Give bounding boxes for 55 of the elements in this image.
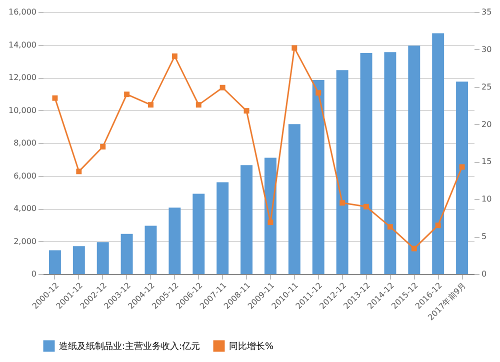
bar [384, 52, 396, 274]
point [148, 102, 154, 108]
y-tick-label: 14,000 [8, 40, 36, 50]
bar [360, 52, 372, 274]
bar [408, 46, 420, 274]
bar [312, 80, 324, 274]
bar [72, 246, 85, 274]
y2-tick-label: 15 [482, 157, 492, 166]
y2-tick-label: 0 [482, 270, 487, 278]
y-tick-label: 12,000 [8, 73, 36, 82]
bar [168, 208, 181, 274]
y2-tick-label: 5 [482, 232, 487, 242]
point [435, 222, 441, 228]
y-tick-label: 8,000 [14, 138, 36, 148]
bar [264, 158, 276, 274]
bar [48, 250, 61, 274]
y-tick-label: 4,000 [14, 204, 36, 213]
y2-tick-label: 20 [482, 120, 492, 129]
y-tick-label: 2,000 [14, 236, 36, 246]
point [220, 84, 226, 90]
point [340, 200, 346, 206]
point [100, 144, 106, 150]
point [172, 53, 178, 59]
point [244, 108, 250, 114]
point [364, 204, 369, 210]
point [459, 164, 465, 170]
bar [288, 124, 300, 274]
y2-tick-label: 10 [482, 194, 492, 204]
bar [456, 82, 468, 274]
point [124, 92, 130, 98]
bar [120, 234, 133, 274]
bar [96, 242, 109, 274]
bar [216, 182, 229, 274]
point [292, 45, 298, 51]
bar [192, 194, 205, 274]
bar [432, 33, 444, 274]
y-tick-label: 10,000 [8, 106, 36, 115]
point [76, 168, 82, 174]
y2-tick-label: 25 [482, 82, 492, 92]
point [52, 95, 58, 101]
point [196, 102, 202, 108]
bar [144, 226, 157, 274]
point [411, 246, 417, 252]
point [268, 220, 274, 226]
legend-label: 造纸及纸制品业:主营业务收入:亿元 [59, 341, 200, 352]
point [316, 90, 322, 96]
legend-label: 同比增长% [229, 341, 274, 352]
y-tick-label: 0 [31, 270, 36, 278]
y2-tick-label: 35 [482, 8, 492, 16]
y-tick-label: 6,000 [14, 171, 36, 180]
y-tick-label: 16,000 [8, 8, 36, 16]
bar [240, 165, 253, 274]
bar [336, 70, 348, 274]
point [387, 224, 393, 230]
y2-tick-label: 30 [482, 44, 492, 54]
